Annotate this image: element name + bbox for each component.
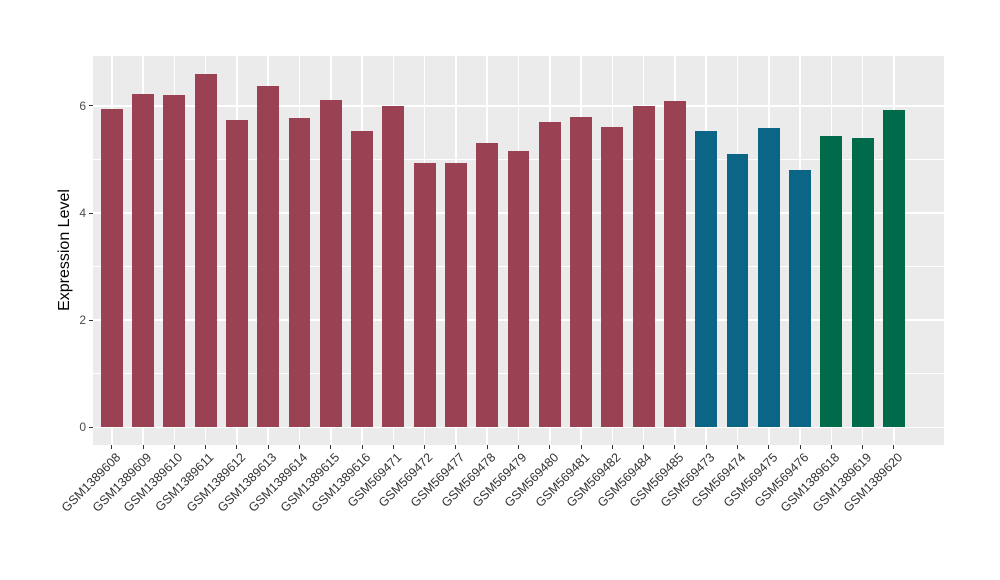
y-tick-label: 0 — [79, 420, 86, 435]
x-tick-mark — [862, 445, 864, 449]
x-tick-mark — [518, 445, 519, 449]
x-tick-mark — [486, 445, 488, 449]
bar-GSM1389611 — [194, 73, 217, 428]
x-tick-mark — [111, 445, 113, 449]
bar-GSM569473 — [695, 130, 718, 428]
y-tick-label: 2 — [79, 313, 86, 328]
x-tick-mark — [455, 445, 457, 449]
x-tick-mark — [830, 445, 832, 449]
bar-GSM569475 — [757, 128, 780, 428]
x-tick-mark — [611, 445, 613, 449]
bar-GSM1389610 — [163, 94, 186, 428]
x-tick-mark — [705, 445, 707, 449]
x-tick-mark — [737, 445, 738, 449]
x-tick-mark — [768, 445, 770, 449]
x-tick-mark — [205, 445, 207, 449]
bar-GSM569477 — [445, 163, 467, 428]
x-tick-mark — [361, 445, 363, 449]
bar-GSM1389608 — [100, 108, 123, 428]
plot-panel — [93, 56, 944, 445]
x-tick-mark — [299, 445, 300, 449]
bar-GSM569472 — [413, 163, 436, 428]
bar-GSM1389613 — [257, 86, 280, 428]
x-tick-mark — [142, 445, 144, 449]
x-tick-mark — [549, 445, 551, 449]
x-tick-mark — [643, 445, 645, 449]
bar-GSM1389620 — [883, 110, 905, 428]
bar-GSM569482 — [601, 127, 624, 428]
bar-GSM569479 — [507, 150, 530, 428]
bar-GSM569476 — [789, 170, 811, 428]
bar-GSM569484 — [632, 105, 655, 428]
x-tick-mark — [893, 445, 895, 449]
bar-GSM1389609 — [132, 93, 154, 428]
y-tick-mark — [89, 426, 93, 428]
bar-GSM569485 — [664, 101, 686, 428]
bar-GSM1389614 — [288, 117, 311, 428]
y-tick-mark — [89, 212, 93, 214]
y-tick-label: 4 — [79, 206, 86, 220]
x-tick-mark — [799, 445, 801, 449]
x-tick-mark — [424, 445, 426, 449]
y-tick-mark — [89, 319, 93, 321]
x-tick-mark — [330, 445, 332, 449]
bar-GSM1389616 — [351, 131, 373, 428]
bar-GSM569474 — [726, 153, 749, 428]
x-tick-mark — [580, 445, 582, 449]
bar-GSM569478 — [476, 143, 499, 428]
y-tick-mark — [89, 105, 93, 107]
x-tick-mark — [173, 445, 175, 449]
x-tick-mark — [392, 445, 394, 449]
x-tick-mark — [674, 445, 676, 449]
bar-GSM569471 — [382, 105, 405, 428]
bar-GSM1389615 — [319, 99, 342, 428]
bar-GSM1389612 — [226, 120, 248, 428]
x-tick-mark — [236, 445, 238, 449]
bar-GSM569481 — [570, 117, 592, 428]
bar-GSM1389619 — [851, 138, 874, 428]
x-tick-mark — [267, 445, 269, 449]
bar-GSM1389618 — [820, 136, 843, 428]
bar-GSM569480 — [538, 122, 561, 428]
y-tick-label: 6 — [79, 98, 86, 113]
